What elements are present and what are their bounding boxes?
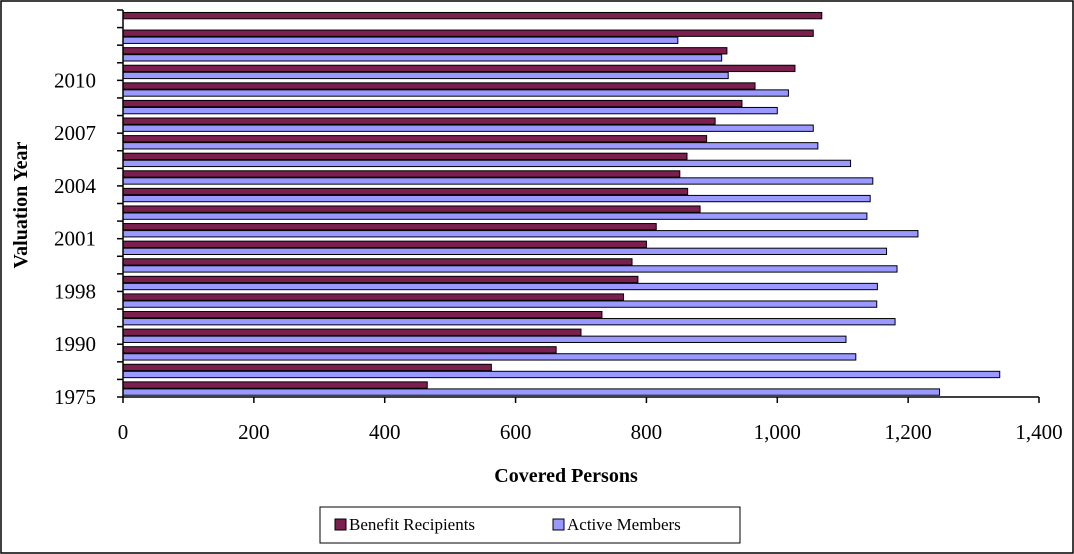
bar-active-members-8 (122, 247, 888, 256)
bar-benefit-recipients-20 (122, 29, 814, 37)
bar-active-members-1 (122, 370, 1001, 379)
bar-benefit-recipients-10 (122, 205, 701, 213)
bar-benefit-recipients-21 (122, 11, 823, 20)
x-tick-label-7: 1,400 (1015, 420, 1062, 444)
bar-benefit-recipients-2 (122, 346, 557, 354)
bar-active-members-12 (122, 177, 874, 185)
bar-active-members-0 (122, 388, 941, 396)
bar-active-members-2 (122, 353, 857, 361)
bar-benefit-recipients-18 (122, 64, 796, 73)
bar-active-members-15 (122, 124, 814, 132)
x-tick-label-2: 400 (369, 420, 401, 444)
bar-benefit-recipients-14 (122, 135, 708, 143)
y-tick-label-1998: 1998 (54, 279, 96, 303)
bar-benefit-recipients-19 (122, 47, 728, 55)
y-tick-label-2004: 2004 (54, 174, 97, 198)
bar-benefit-recipients-6 (122, 275, 639, 284)
bar-active-members-14 (122, 142, 819, 150)
bar-benefit-recipients-0 (122, 381, 428, 389)
legend-box (319, 506, 741, 544)
legend: Benefit Recipients Active Members (319, 506, 741, 544)
bar-benefit-recipients-17 (122, 82, 756, 90)
y-tick-label-2007: 2007 (54, 121, 96, 145)
bar-benefit-recipients-5 (122, 293, 625, 301)
bar-benefit-recipients-13 (122, 152, 688, 161)
bar-active-members-7 (122, 265, 898, 273)
x-tick-label-4: 800 (631, 420, 663, 444)
bar-active-members-18 (122, 71, 729, 80)
bar-benefit-recipients-12 (122, 170, 681, 178)
x-tick-label-0: 0 (118, 420, 129, 444)
bar-benefit-recipients-1 (122, 363, 492, 372)
y-tick-label-1990: 1990 (54, 332, 96, 356)
bar-active-members-17 (122, 89, 789, 97)
bar-active-members-16 (122, 106, 778, 115)
x-tick-label-3: 600 (500, 420, 532, 444)
legend-swatch-benefit-recipients (334, 518, 347, 531)
y-tick-label-2010: 2010 (54, 68, 96, 92)
bar-active-members-13 (122, 159, 852, 168)
x-axis-title: Covered Persons (494, 465, 638, 487)
x-tick-label-5: 1,000 (754, 420, 801, 444)
legend-label-active-members: Active Members (567, 515, 681, 534)
bar-benefit-recipients-8 (122, 240, 647, 248)
bar-active-members-9 (122, 230, 919, 238)
bar-benefit-recipients-15 (122, 117, 716, 125)
bar-active-members-11 (122, 194, 871, 203)
bar-active-members-20 (122, 36, 679, 44)
bar-benefit-recipients-7 (122, 258, 633, 266)
x-tick-label-1: 200 (238, 420, 270, 444)
bars-group (122, 11, 1001, 396)
bar-active-members-4 (122, 318, 896, 326)
bar-active-members-10 (122, 212, 868, 220)
y-tick-label-2001: 2001 (54, 227, 96, 251)
bar-active-members-3 (122, 335, 847, 343)
bar-active-members-6 (122, 282, 878, 291)
bar-active-members-5 (122, 300, 878, 308)
bar-benefit-recipients-3 (122, 328, 582, 336)
bar-benefit-recipients-9 (122, 223, 657, 231)
legend-label-benefit-recipients: Benefit Recipients (349, 515, 475, 534)
y-axis-title: Valuation Year (10, 141, 32, 268)
bar-benefit-recipients-16 (122, 99, 743, 108)
bar-benefit-recipients-4 (122, 311, 603, 319)
ticks-group: 0 200 400 600 800 1,000 1,200 1,400 1975 1990 1998… (54, 9, 1063, 444)
x-tick-label-6: 1,200 (885, 420, 932, 444)
bar-active-members-19 (122, 54, 723, 62)
legend-swatch-active-members (552, 518, 565, 531)
bar-benefit-recipients-11 (122, 187, 689, 196)
y-tick-label-1975: 1975 (54, 385, 96, 409)
